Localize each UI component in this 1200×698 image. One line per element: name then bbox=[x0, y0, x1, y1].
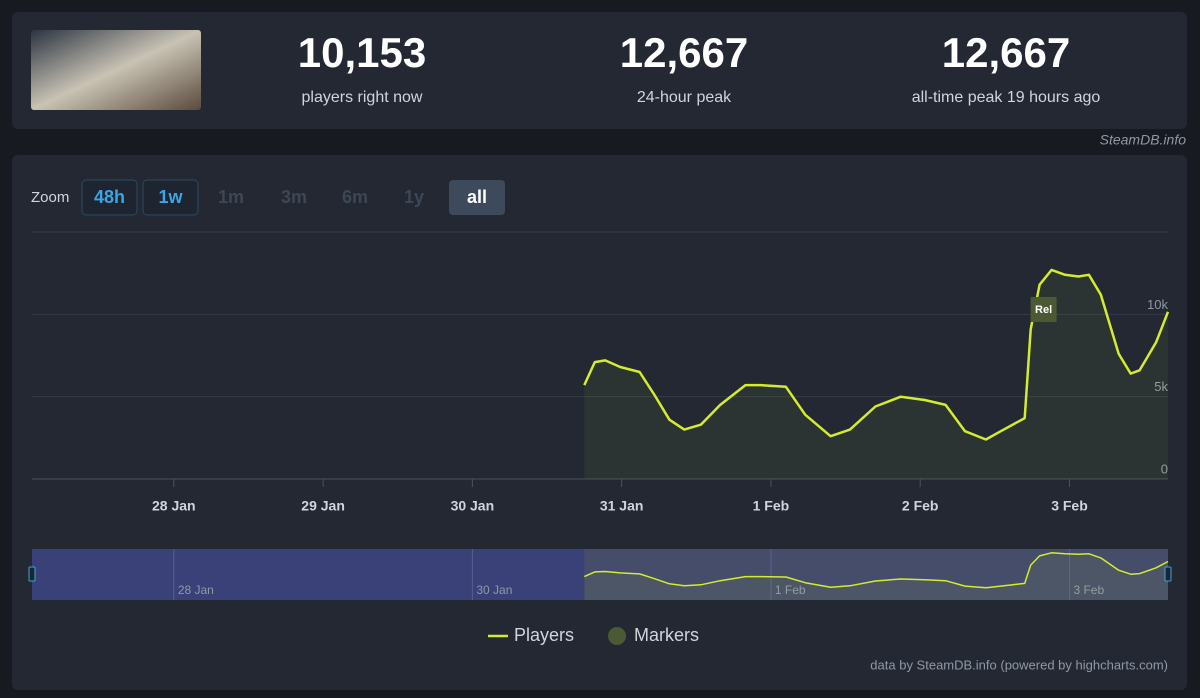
zoom-button[interactable]: 1m bbox=[218, 187, 244, 207]
x-tick-label: 28 Jan bbox=[152, 498, 196, 514]
players-line bbox=[583, 268, 1170, 441]
x-tick-label: 30 Jan bbox=[451, 498, 495, 514]
x-tick-label: 3 Feb bbox=[1051, 498, 1088, 514]
navigator-tick-label: 3 Feb bbox=[1073, 583, 1104, 597]
zoom-button[interactable]: 3m bbox=[281, 187, 307, 207]
navigator-window bbox=[584, 549, 1168, 600]
x-tick-label: 2 Feb bbox=[902, 498, 939, 514]
zoom-button-label[interactable]: 1y bbox=[404, 187, 424, 207]
navigator-line-area bbox=[584, 552, 1168, 600]
navigator-tick-label: 30 Jan bbox=[476, 583, 512, 597]
zoom-button-label[interactable]: 1m bbox=[218, 187, 244, 207]
navigator-tick-label: 28 Jan bbox=[178, 583, 214, 597]
zoom-button[interactable]: 1y bbox=[404, 187, 424, 207]
zoom-button[interactable]: all bbox=[449, 180, 505, 215]
zoom-button-label[interactable]: all bbox=[467, 187, 487, 207]
stats-panel bbox=[12, 12, 1187, 129]
stat-value: 12,667 bbox=[942, 29, 1070, 76]
zoom-button-frame bbox=[142, 179, 199, 216]
zoom-button-label[interactable]: 48h bbox=[94, 187, 125, 207]
x-tick-label: 29 Jan bbox=[301, 498, 345, 514]
marker-label: Rel bbox=[1035, 304, 1052, 316]
game-thumbnail bbox=[31, 30, 201, 110]
navigator-line bbox=[583, 552, 1169, 589]
legend-item[interactable]: Markers bbox=[608, 625, 699, 645]
zoom-button-frame bbox=[81, 179, 138, 216]
stat-label: all-time peak 19 hours ago bbox=[912, 89, 1101, 106]
zoom-button[interactable]: 48h bbox=[81, 179, 138, 216]
zoom-button[interactable]: 1w bbox=[142, 179, 199, 216]
zoom-button-label[interactable]: 3m bbox=[281, 187, 307, 207]
y-tick-label: 0 bbox=[1161, 461, 1168, 476]
zoom-button[interactable]: 6m bbox=[342, 187, 368, 207]
stat-label: players right now bbox=[302, 89, 423, 106]
marker-flag bbox=[1030, 297, 1057, 322]
navigator-handle[interactable] bbox=[1164, 566, 1172, 582]
zoom-button-label[interactable]: 1w bbox=[158, 187, 183, 207]
credit[interactable]: data by SteamDB.info (powered by highcha… bbox=[870, 657, 1168, 672]
y-tick-label: 5k bbox=[1154, 379, 1168, 394]
zoom-button-frame bbox=[449, 180, 505, 215]
navigator-tick-label: 1 Feb bbox=[775, 583, 806, 597]
legend-label[interactable]: Players bbox=[514, 625, 574, 645]
stat-value: 10,153 bbox=[298, 29, 426, 76]
source-label: SteamDB.info bbox=[1100, 132, 1187, 148]
zoom-label: Zoom bbox=[31, 189, 69, 206]
players-line-area bbox=[584, 269, 1168, 479]
legend-item[interactable]: Players bbox=[488, 625, 574, 645]
stat-label: 24-hour peak bbox=[637, 89, 732, 106]
y-tick-label: 10k bbox=[1147, 297, 1168, 312]
stat-value: 12,667 bbox=[620, 29, 748, 76]
x-tick-label: 31 Jan bbox=[600, 498, 644, 514]
legend-symbol bbox=[608, 627, 626, 645]
x-tick-label: 1 Feb bbox=[753, 498, 790, 514]
navigator-handle[interactable] bbox=[28, 566, 36, 582]
legend-label[interactable]: Markers bbox=[634, 625, 699, 645]
zoom-button-label[interactable]: 6m bbox=[342, 187, 368, 207]
